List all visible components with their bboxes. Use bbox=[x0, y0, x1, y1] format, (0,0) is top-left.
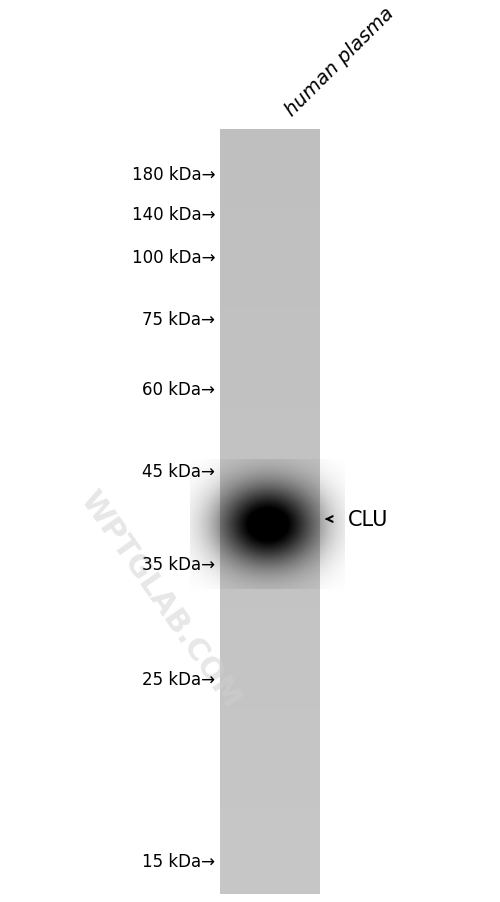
Text: 140 kDa→: 140 kDa→ bbox=[132, 206, 215, 224]
Bar bbox=[220, 130, 320, 894]
Text: 100 kDa→: 100 kDa→ bbox=[132, 249, 215, 267]
Text: WPTGLAB.COM: WPTGLAB.COM bbox=[74, 485, 246, 713]
Text: human plasma: human plasma bbox=[282, 4, 398, 120]
Text: CLU: CLU bbox=[348, 510, 389, 529]
Text: 25 kDa→: 25 kDa→ bbox=[142, 670, 215, 688]
Text: 35 kDa→: 35 kDa→ bbox=[142, 556, 215, 574]
Text: 75 kDa→: 75 kDa→ bbox=[142, 310, 215, 328]
Text: 180 kDa→: 180 kDa→ bbox=[132, 166, 215, 184]
Text: 45 kDa→: 45 kDa→ bbox=[142, 463, 215, 481]
Text: 15 kDa→: 15 kDa→ bbox=[142, 852, 215, 870]
Text: 60 kDa→: 60 kDa→ bbox=[142, 381, 215, 399]
